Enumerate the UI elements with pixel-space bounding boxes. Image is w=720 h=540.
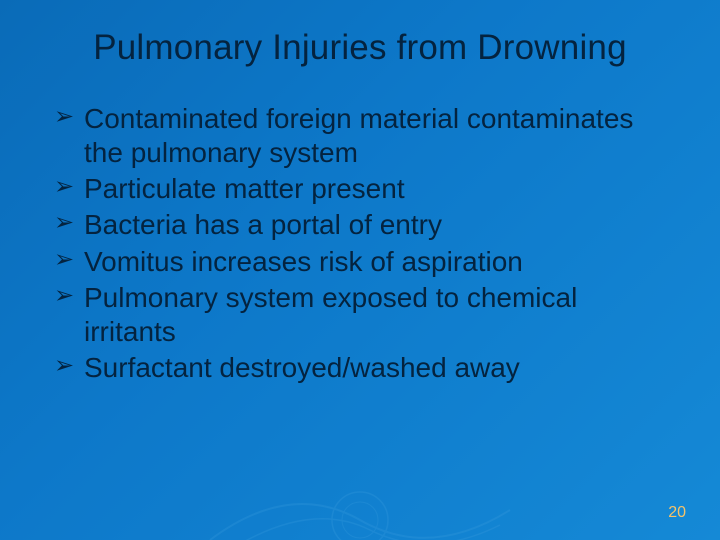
- list-item: Bacteria has a portal of entry: [54, 208, 670, 242]
- bullet-list: Contaminated foreign material contaminat…: [50, 102, 670, 385]
- list-item: Pulmonary system exposed to chemical irr…: [54, 281, 670, 349]
- list-item: Surfactant destroyed/washed away: [54, 351, 670, 385]
- slide-title: Pulmonary Injuries from Drowning: [50, 28, 670, 68]
- decorative-swirl-icon: [150, 440, 570, 540]
- page-number: 20: [668, 504, 686, 522]
- list-item: Contaminated foreign material contaminat…: [54, 102, 670, 170]
- list-item: Particulate matter present: [54, 172, 670, 206]
- list-item: Vomitus increases risk of aspiration: [54, 245, 670, 279]
- slide: Pulmonary Injuries from Drowning Contami…: [0, 0, 720, 540]
